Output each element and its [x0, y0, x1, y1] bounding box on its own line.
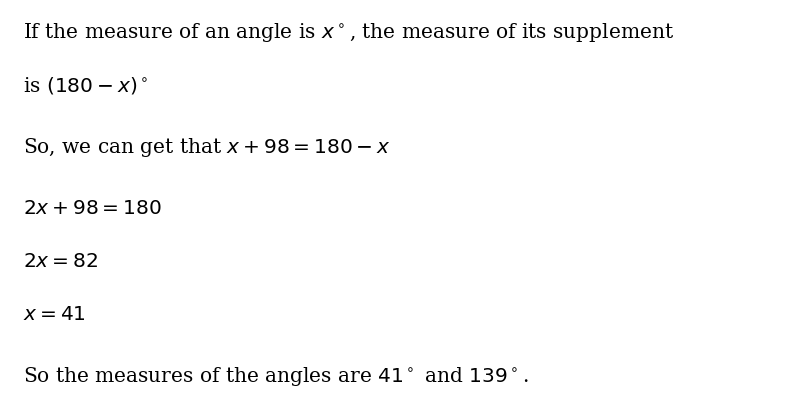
- Text: If the measure of an angle is $x^\circ$, the measure of its supplement: If the measure of an angle is $x^\circ$,…: [22, 21, 674, 44]
- Text: $2x + 98 = 180$: $2x + 98 = 180$: [22, 199, 162, 218]
- Text: So, we can get that $x + 98 = 180 - x$: So, we can get that $x + 98 = 180 - x$: [22, 136, 390, 159]
- Text: $x = 41$: $x = 41$: [22, 305, 86, 324]
- Text: $2x = 82$: $2x = 82$: [22, 252, 98, 271]
- Text: is $(180-x)^\circ$: is $(180-x)^\circ$: [22, 75, 148, 96]
- Text: So the measures of the angles are $41^\circ$ and $139^\circ$.: So the measures of the angles are $41^\c…: [22, 364, 529, 387]
